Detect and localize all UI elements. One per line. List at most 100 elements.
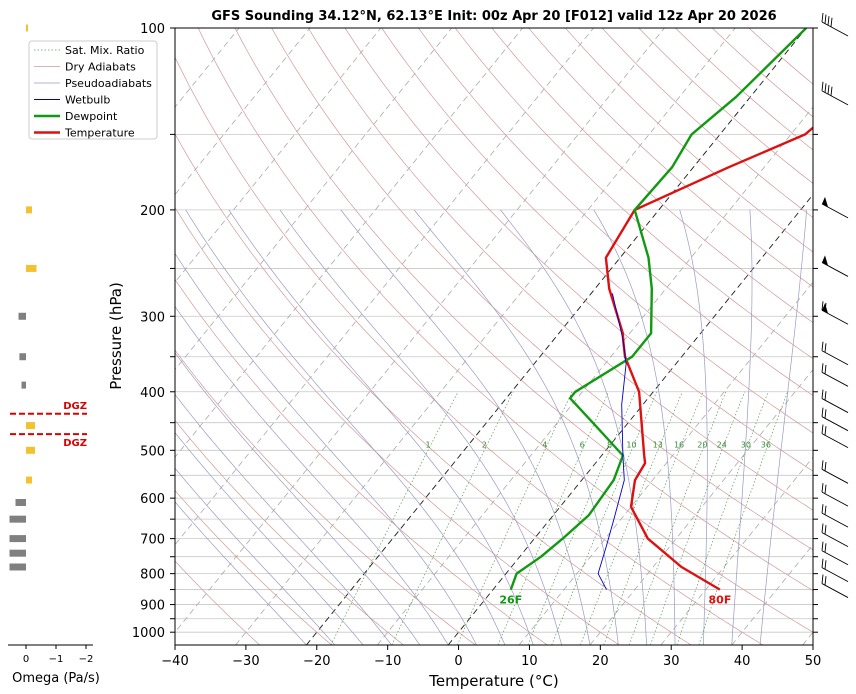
moist-adiabat xyxy=(175,252,477,645)
moist-adiabat xyxy=(175,432,364,645)
isotherm--10 xyxy=(376,106,813,645)
dry-adiabat xyxy=(565,28,813,253)
omega-bar xyxy=(26,24,28,32)
svg-text:Temperature: Temperature xyxy=(64,127,135,140)
isotherm--50 xyxy=(175,28,594,546)
legend-entry: Temperature xyxy=(34,127,135,140)
y-axis-title: Pressure (hPa) xyxy=(107,282,125,390)
wind-barb xyxy=(821,504,849,528)
y-tick-label: 700 xyxy=(140,533,165,548)
dry-adiabat xyxy=(601,28,813,218)
omega-bar xyxy=(21,381,26,389)
mixing-ratio-label: 20 xyxy=(697,440,707,449)
y-tick-label: 300 xyxy=(140,310,165,325)
x-tick-label: 0 xyxy=(454,654,462,669)
legend: Sat. Mix. Ratio Dry Adiabats Pseudoadiabat… xyxy=(28,40,158,140)
isotherm-10 xyxy=(518,281,813,645)
wind-barb xyxy=(821,196,849,219)
omega-bar xyxy=(26,422,35,430)
omega-bar xyxy=(15,498,26,506)
moist-adiabat xyxy=(175,467,336,645)
y-tick-label: 800 xyxy=(140,568,165,583)
dry-adiabat xyxy=(175,56,764,645)
omega-bar xyxy=(19,353,26,361)
dry-adiabat xyxy=(175,133,692,645)
wind-barb xyxy=(821,483,849,507)
wind-barbs xyxy=(821,12,849,598)
x-tick-label: 10 xyxy=(521,654,538,669)
x-tick-label: −40 xyxy=(161,654,188,669)
omega-bar xyxy=(9,535,26,543)
legend-entry: Sat. Mix. Ratio xyxy=(34,44,145,57)
dgz-label: DGZ xyxy=(63,401,87,412)
omega-bar xyxy=(26,206,32,214)
mixing-ratio-label: 30 xyxy=(741,440,751,449)
moist-adiabat xyxy=(413,209,619,645)
dry-adiabat xyxy=(528,28,813,288)
x-axis: −40 −30 −20 −10 0 10 20 30 40 50 xyxy=(161,645,821,669)
dry-adiabat xyxy=(454,28,813,360)
legend-entry: Pseudoadiabats xyxy=(34,77,152,90)
y-tick-label: 600 xyxy=(140,492,165,507)
wind-barb xyxy=(821,12,849,37)
legend-entry: Dry Adiabats xyxy=(34,61,136,74)
wind-barb xyxy=(821,301,849,325)
y-tick-label: 100 xyxy=(140,22,165,37)
dry-adiabat xyxy=(308,28,813,511)
y-tick-label: 400 xyxy=(140,386,165,401)
mixing-ratio-line xyxy=(391,391,514,645)
series-wetbulb xyxy=(597,293,627,590)
mixing-ratio-line xyxy=(698,391,788,645)
dry-adiabat xyxy=(234,28,813,592)
moist-adiabat xyxy=(731,209,753,645)
moist-adiabat xyxy=(228,209,534,645)
legend-box xyxy=(28,40,158,140)
x-tick-label: 50 xyxy=(805,654,822,669)
wind-barb xyxy=(821,523,849,548)
y-tick-label: 200 xyxy=(140,204,165,219)
omega-bar xyxy=(26,264,37,272)
mixing-ratio-label: 10 xyxy=(626,440,636,449)
svg-text:Sat. Mix. Ratio: Sat. Mix. Ratio xyxy=(65,44,145,57)
omega-tick-label: −1 xyxy=(49,654,64,665)
moist-adiabat xyxy=(175,501,307,645)
y-tick-label: 500 xyxy=(140,444,165,459)
dry-adiabat xyxy=(175,489,332,645)
chart-title: GFS Sounding 34.12°N, 62.13°E Init: 00z … xyxy=(211,9,776,24)
y-tick-label: 1000 xyxy=(132,626,165,641)
surface-dewpoint-label: 26F xyxy=(499,594,522,607)
omega-title: Omega (Pa/s) xyxy=(12,671,100,686)
dry-adiabat xyxy=(175,206,620,645)
wind-barb xyxy=(821,341,849,366)
omega-panel: 0 −1 −2 Omega (Pa/s) DGZ DGZ xyxy=(8,24,100,686)
y-axis: 100 200 300 400 500 600 700 800 900 1000 xyxy=(132,22,175,641)
dry-adiabat xyxy=(491,28,813,323)
wind-barb xyxy=(821,407,849,432)
moist-adiabat xyxy=(175,305,449,645)
dgz-label: DGZ xyxy=(63,438,87,449)
mixing-ratio-label: 1 xyxy=(425,440,430,449)
svg-text:Dry Adiabats: Dry Adiabats xyxy=(65,61,136,74)
mixing-ratio-line xyxy=(456,391,573,645)
mixing-ratio-label: 6 xyxy=(580,440,585,449)
mixing-ratio-line xyxy=(603,391,704,645)
mixing-ratio-line xyxy=(330,391,459,645)
svg-text:Wetbulb: Wetbulb xyxy=(65,94,110,107)
x-tick-label: 30 xyxy=(663,654,680,669)
isotherm--60 xyxy=(175,28,523,458)
isotherm--90 xyxy=(175,28,311,196)
x-tick-label: −10 xyxy=(374,654,401,669)
mixing-ratio-label: 4 xyxy=(542,440,547,449)
x-tick-label: 20 xyxy=(592,654,609,669)
mixing-ratio-label: 13 xyxy=(653,440,663,449)
legend-entry: Dewpoint xyxy=(34,110,118,123)
omega-bar xyxy=(26,476,32,484)
isotherm--80 xyxy=(175,28,382,283)
mixing-ratio-line xyxy=(628,391,727,645)
mixing-ratio-label: 8 xyxy=(607,440,612,449)
mixing-ratio-label: 36 xyxy=(761,440,771,449)
moist-adiabat xyxy=(175,393,392,645)
mixing-ratio-line xyxy=(527,391,636,645)
x-tick-label: −20 xyxy=(303,654,330,669)
dry-adiabat xyxy=(175,560,260,645)
